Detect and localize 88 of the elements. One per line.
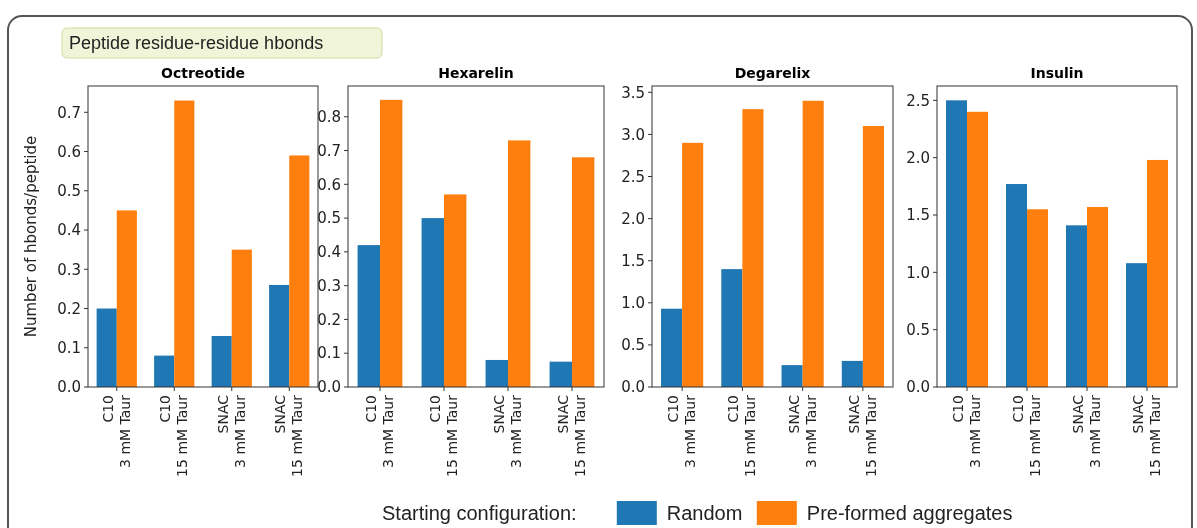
bar (174, 100, 195, 387)
bar (508, 140, 531, 387)
bar (549, 361, 572, 387)
x-tick-label: C10 15 mM Taur (157, 394, 191, 477)
bar (841, 360, 863, 387)
bar (1126, 263, 1147, 387)
y-tick-label: 0.5 (317, 209, 341, 228)
y-tick-label: 0.0 (906, 378, 930, 397)
bar (1066, 225, 1087, 387)
y-tick-label: 0.4 (317, 243, 341, 262)
bar (231, 249, 252, 387)
legend-label: Random (666, 502, 743, 524)
y-tick-label: 0.2 (57, 299, 81, 318)
x-tick-label: C10 15 mM Taur (427, 394, 460, 477)
y-tick-label: 1.5 (621, 251, 645, 270)
bar (682, 142, 704, 387)
y-tick-label: 0.3 (57, 260, 81, 279)
bar (1147, 159, 1168, 387)
bar (742, 109, 764, 387)
x-tick-label: C10 3 mM Taur (363, 394, 396, 468)
chart-title: Degarelix (734, 65, 811, 81)
bar (116, 210, 137, 387)
bar (721, 269, 743, 387)
y-tick-label: 0.1 (317, 344, 341, 363)
bar (289, 155, 310, 387)
chart-title: Octreotide (161, 65, 245, 81)
y-tick-label: 0.5 (906, 320, 930, 339)
bar (154, 355, 175, 387)
y-tick-label: 0.4 (57, 221, 81, 240)
bar (444, 194, 467, 387)
bar (572, 157, 595, 387)
x-tick-label: C10 3 mM Taur (99, 394, 133, 468)
x-tick-label: SNAC 3 mM Taur (214, 394, 248, 468)
y-tick-label: 2.5 (621, 167, 645, 186)
legend-label: Pre-formed aggregates (806, 502, 1013, 524)
bar (1006, 184, 1027, 387)
bar (1027, 209, 1048, 387)
x-tick-label: SNAC 15 mM Taur (845, 394, 879, 477)
bar (357, 245, 380, 387)
bar (967, 111, 988, 387)
x-tick-label: C10 15 mM Taur (725, 394, 759, 477)
x-tick-label: SNAC 15 mM Taur (555, 394, 588, 477)
x-tick-label: SNAC 3 mM Taur (1070, 394, 1103, 468)
y-axis-title: Number of hbonds/peptide (22, 135, 40, 338)
y-tick-label: 2.0 (621, 209, 645, 228)
y-tick-label: 0.2 (317, 310, 341, 329)
chart-title: Insulin (1030, 65, 1084, 81)
x-tick-label: SNAC 15 mM Taur (1130, 394, 1163, 477)
legend-title: Starting configuration: (382, 502, 577, 524)
bar (96, 308, 117, 387)
y-tick-label: 3.5 (621, 83, 645, 102)
bar (269, 284, 290, 387)
y-tick-label: 0.6 (317, 175, 341, 194)
x-tick-label: SNAC 3 mM Taur (785, 394, 819, 468)
y-tick-label: 2.0 (906, 148, 930, 167)
y-tick-label: 0.3 (317, 276, 341, 295)
y-tick-label: 2.5 (906, 91, 930, 110)
bar (862, 125, 884, 387)
y-tick-label: 1.5 (906, 206, 930, 225)
bar (802, 100, 824, 387)
y-tick-label: 1.0 (906, 263, 930, 282)
bar (946, 100, 967, 387)
text: Peptide residue-residue hbonds (69, 33, 324, 54)
chart-title: Hexarelin (438, 65, 514, 81)
x-tick-label: SNAC 15 mM Taur (272, 394, 306, 477)
y-tick-label: 0.8 (317, 107, 341, 126)
y-tick-label: 0.1 (57, 339, 81, 358)
y-tick-label: 0.0 (317, 378, 341, 397)
x-tick-label: C10 3 mM Taur (950, 394, 983, 468)
y-tick-label: 3.0 (621, 125, 645, 144)
bar (421, 218, 444, 387)
y-tick-label: 0.5 (621, 336, 645, 355)
bar (485, 359, 508, 387)
y-tick-label: 0.0 (57, 378, 81, 397)
x-tick-label: C10 3 mM Taur (665, 394, 699, 468)
bar (661, 308, 683, 387)
y-tick-label: 0.7 (317, 141, 341, 160)
y-tick-label: 0.5 (57, 182, 81, 201)
bar (211, 335, 232, 387)
x-tick-label: SNAC 3 mM Taur (491, 394, 524, 468)
y-tick-label: 0.7 (57, 103, 81, 122)
bar (781, 365, 803, 387)
y-tick-label: 0.0 (621, 378, 645, 397)
y-tick-label: 1.0 (621, 294, 645, 313)
bar (1087, 206, 1108, 387)
y-tick-label: 0.6 (57, 142, 81, 161)
x-tick-label: C10 15 mM Taur (1010, 394, 1043, 477)
bar (380, 99, 403, 387)
